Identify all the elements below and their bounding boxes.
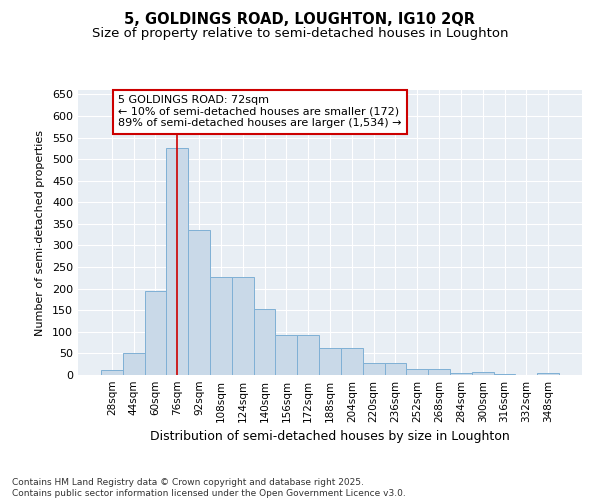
Bar xyxy=(275,335,297,375)
Y-axis label: Number of semi-detached properties: Number of semi-detached properties xyxy=(35,130,45,336)
Bar xyxy=(101,370,123,375)
Bar xyxy=(428,370,450,375)
Bar xyxy=(145,291,166,375)
Bar xyxy=(123,354,145,375)
Bar xyxy=(297,335,319,375)
Bar xyxy=(406,370,428,375)
Bar xyxy=(385,363,406,375)
Bar xyxy=(254,310,275,375)
Bar xyxy=(341,348,363,375)
Bar xyxy=(537,374,559,375)
Text: Contains HM Land Registry data © Crown copyright and database right 2025.
Contai: Contains HM Land Registry data © Crown c… xyxy=(12,478,406,498)
Bar xyxy=(188,230,210,375)
Bar xyxy=(472,372,494,375)
Bar xyxy=(210,277,232,375)
Text: Size of property relative to semi-detached houses in Loughton: Size of property relative to semi-detach… xyxy=(92,28,508,40)
Bar xyxy=(319,348,341,375)
Bar xyxy=(450,373,472,375)
Text: 5, GOLDINGS ROAD, LOUGHTON, IG10 2QR: 5, GOLDINGS ROAD, LOUGHTON, IG10 2QR xyxy=(125,12,476,28)
Bar xyxy=(494,374,515,375)
Bar xyxy=(166,148,188,375)
Bar xyxy=(363,363,385,375)
Text: 5 GOLDINGS ROAD: 72sqm
← 10% of semi-detached houses are smaller (172)
89% of se: 5 GOLDINGS ROAD: 72sqm ← 10% of semi-det… xyxy=(118,95,402,128)
Bar xyxy=(232,277,254,375)
X-axis label: Distribution of semi-detached houses by size in Loughton: Distribution of semi-detached houses by … xyxy=(150,430,510,444)
